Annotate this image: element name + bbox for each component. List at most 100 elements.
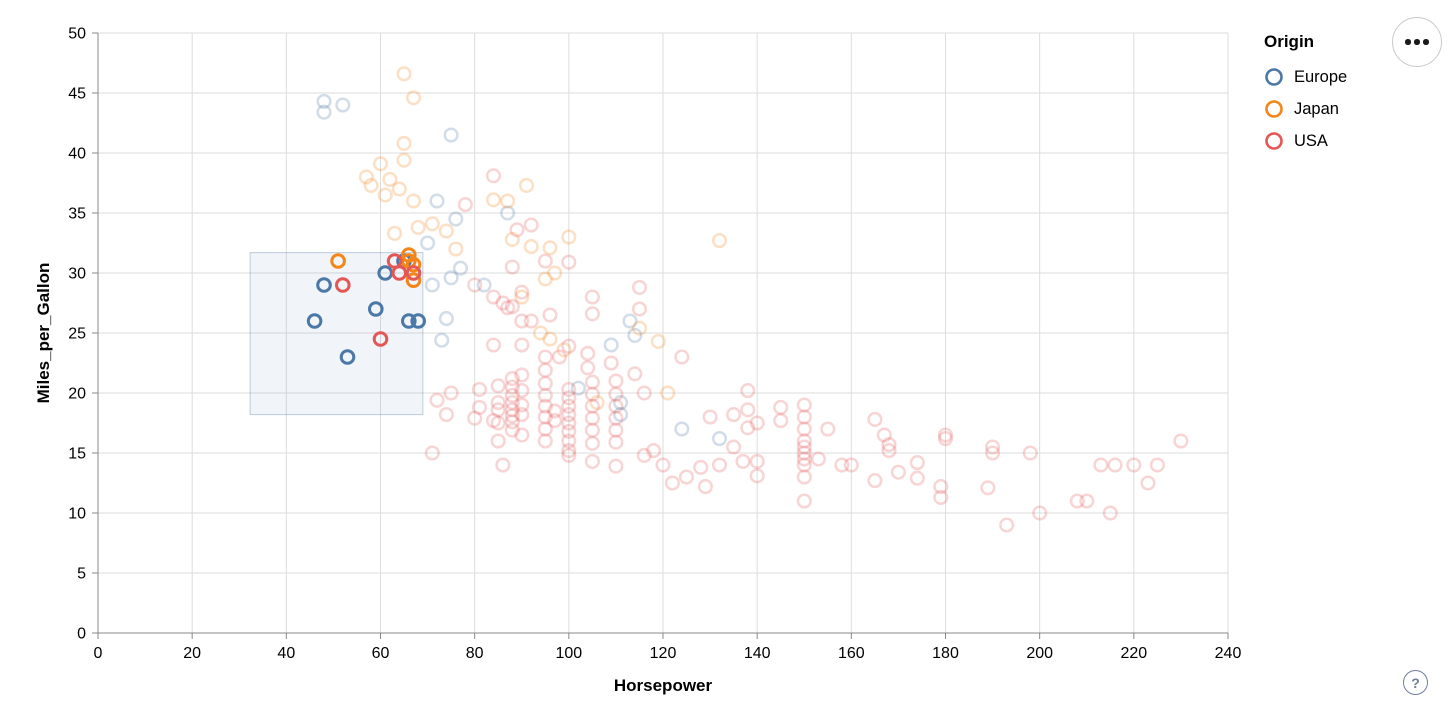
x-tick-label: 140 <box>744 645 771 662</box>
y-axis: 0 5 10 15 20 25 30 35 40 45 50 <box>68 26 99 643</box>
x-tick-label: 40 <box>277 645 295 662</box>
data-point <box>537 349 553 365</box>
options-menu-button[interactable] <box>1392 17 1442 67</box>
x-tick-label: 100 <box>555 645 582 662</box>
data-point <box>504 408 520 424</box>
data-point <box>584 435 600 451</box>
data-point <box>518 177 535 193</box>
data-point <box>603 337 619 353</box>
legend-label: USA <box>1294 131 1328 150</box>
data-point <box>561 390 577 406</box>
data-point <box>740 402 756 418</box>
legend-label: Japan <box>1294 99 1339 118</box>
data-point <box>500 193 516 209</box>
data-point <box>424 277 440 293</box>
data-point <box>1126 457 1142 473</box>
data-point <box>387 225 403 241</box>
data-point <box>890 464 906 480</box>
data-point <box>773 399 789 415</box>
data-point <box>363 177 379 193</box>
data-point <box>561 447 577 463</box>
legend-item-japan: Japan <box>1264 93 1347 125</box>
data-point <box>495 295 511 311</box>
menu-dot-icon <box>1414 39 1420 45</box>
data-point <box>523 239 539 255</box>
data-point <box>335 277 351 293</box>
data-point <box>372 331 389 347</box>
data-point <box>796 397 812 413</box>
x-tick-label: 160 <box>838 645 865 662</box>
y-tick-label: 25 <box>68 326 86 343</box>
data-point <box>711 233 728 249</box>
data-point <box>985 445 1001 461</box>
data-point <box>796 409 812 425</box>
data-point <box>424 216 440 232</box>
data-point <box>584 410 600 426</box>
y-tick-label: 15 <box>68 446 86 463</box>
data-point <box>537 433 553 449</box>
data-point <box>834 457 850 473</box>
data-point <box>551 349 567 365</box>
data-point <box>1093 457 1109 473</box>
data-point <box>796 493 812 509</box>
data-point <box>504 371 520 387</box>
y-axis-title: Miles_per_Gallon <box>34 262 53 404</box>
data-point <box>500 205 516 221</box>
data-point <box>933 479 949 495</box>
data-point <box>561 423 577 439</box>
data-point <box>697 479 713 495</box>
y-gridlines <box>98 32 1228 574</box>
brush-selection[interactable] <box>249 252 424 416</box>
data-point <box>796 433 812 449</box>
data-point <box>542 331 558 347</box>
data-point <box>476 277 492 293</box>
data-point <box>339 349 356 365</box>
data-point <box>485 168 502 184</box>
data-point <box>655 457 671 473</box>
data-point <box>514 337 530 353</box>
data-point <box>537 398 553 414</box>
y-tick-label: 45 <box>68 86 86 103</box>
data-point <box>999 517 1015 533</box>
data-point <box>429 193 445 209</box>
data-point <box>876 427 892 443</box>
data-point <box>881 437 897 453</box>
data-point <box>471 381 487 397</box>
x-tick-label: 20 <box>183 645 201 662</box>
data-point <box>514 284 530 300</box>
data-point <box>627 327 643 343</box>
data-point <box>603 355 619 371</box>
data-point <box>396 135 412 151</box>
data-point <box>584 453 600 469</box>
data-point <box>457 197 473 213</box>
data-point <box>608 373 624 389</box>
data-point <box>650 333 666 349</box>
data-point <box>434 332 450 348</box>
data-point <box>542 240 558 256</box>
data-point <box>843 457 859 473</box>
legend-title: Origin <box>1264 32 1315 51</box>
data-point <box>504 387 520 403</box>
data-point <box>514 367 530 383</box>
data-point <box>504 379 520 395</box>
data-point <box>504 395 520 411</box>
data-point <box>391 265 408 281</box>
x-tick-label: 80 <box>466 645 484 662</box>
data-point <box>584 306 600 322</box>
help-button[interactable]: ? <box>1403 670 1428 695</box>
data-point <box>471 399 487 415</box>
data-point <box>749 415 765 431</box>
data-point <box>405 193 422 209</box>
data-point <box>504 299 520 315</box>
data-point <box>627 366 643 382</box>
data-point <box>547 403 563 419</box>
data-point <box>584 386 600 402</box>
y-tick-label: 10 <box>68 506 86 523</box>
data-point <box>584 374 600 390</box>
data-point <box>316 104 332 120</box>
x-axis: 0 20 40 60 80 100 120 140 160 180 200 220 240 <box>94 632 1241 662</box>
data-point <box>693 459 709 475</box>
data-point <box>485 337 502 353</box>
data-point <box>467 277 483 293</box>
